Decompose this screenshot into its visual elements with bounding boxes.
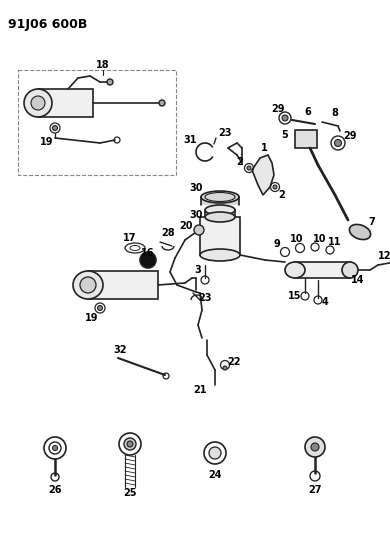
Bar	[295, 262, 350, 278]
Circle shape	[127, 441, 133, 447]
Text: 2: 2	[237, 157, 243, 167]
Bar	[295, 130, 317, 148]
Circle shape	[282, 115, 288, 121]
Text: 16: 16	[141, 248, 155, 258]
Text: 21: 21	[193, 385, 207, 395]
Text: 6: 6	[305, 107, 311, 117]
Text: 28: 28	[161, 228, 175, 238]
Text: 7: 7	[369, 217, 375, 227]
Text: 91J06 600B: 91J06 600B	[8, 18, 87, 31]
Bar	[18, 70, 176, 175]
Text: 18: 18	[96, 60, 110, 70]
Text: 29: 29	[271, 104, 285, 114]
Bar	[205, 210, 235, 217]
Ellipse shape	[201, 191, 239, 203]
Text: 26: 26	[48, 485, 62, 495]
Ellipse shape	[342, 262, 358, 278]
Text: 4: 4	[322, 297, 328, 307]
Text: 10: 10	[313, 234, 327, 244]
Text: 31: 31	[183, 135, 197, 145]
Circle shape	[311, 443, 319, 451]
Text: 20: 20	[179, 221, 193, 231]
Text: 27: 27	[308, 485, 322, 495]
Circle shape	[53, 125, 57, 131]
Ellipse shape	[31, 96, 45, 110]
Ellipse shape	[80, 277, 96, 293]
Ellipse shape	[209, 447, 221, 459]
Circle shape	[335, 140, 342, 147]
Circle shape	[159, 100, 165, 106]
Text: 23: 23	[198, 293, 212, 303]
Text: 3: 3	[195, 265, 201, 275]
Text: 17: 17	[123, 233, 137, 243]
Text: 2: 2	[278, 190, 285, 200]
Ellipse shape	[200, 249, 240, 261]
Text: 29: 29	[343, 131, 357, 141]
Circle shape	[194, 225, 204, 235]
Circle shape	[247, 166, 251, 170]
Circle shape	[53, 446, 57, 450]
Text: 15: 15	[288, 291, 302, 301]
Text: 11: 11	[328, 237, 342, 247]
Text: 9: 9	[274, 239, 280, 249]
Ellipse shape	[140, 252, 156, 268]
Bar	[38, 89, 93, 117]
Ellipse shape	[205, 205, 235, 215]
Text: 24: 24	[208, 470, 222, 480]
Text: 12: 12	[378, 251, 390, 261]
Circle shape	[107, 79, 113, 85]
Polygon shape	[252, 155, 274, 195]
Text: 30: 30	[189, 210, 203, 220]
Text: 32: 32	[113, 345, 127, 355]
Bar	[201, 197, 239, 205]
Circle shape	[305, 437, 325, 457]
Circle shape	[98, 305, 103, 311]
Bar	[200, 217, 240, 255]
Ellipse shape	[349, 224, 370, 239]
Text: 30: 30	[189, 183, 203, 193]
Circle shape	[273, 185, 277, 189]
Ellipse shape	[73, 271, 103, 299]
Text: 5: 5	[282, 130, 288, 140]
Text: 10: 10	[290, 234, 304, 244]
Text: 23: 23	[218, 128, 232, 138]
Ellipse shape	[205, 212, 235, 222]
Text: 19: 19	[85, 313, 99, 323]
Circle shape	[124, 438, 136, 450]
Ellipse shape	[285, 262, 305, 278]
Text: 19: 19	[40, 137, 54, 147]
Text: 22: 22	[227, 357, 241, 367]
Circle shape	[223, 366, 227, 370]
Bar	[88, 271, 158, 299]
Ellipse shape	[24, 89, 52, 117]
Text: 1: 1	[261, 143, 268, 153]
Text: 14: 14	[351, 275, 365, 285]
Text: 8: 8	[332, 108, 339, 118]
Text: 25: 25	[123, 488, 137, 498]
